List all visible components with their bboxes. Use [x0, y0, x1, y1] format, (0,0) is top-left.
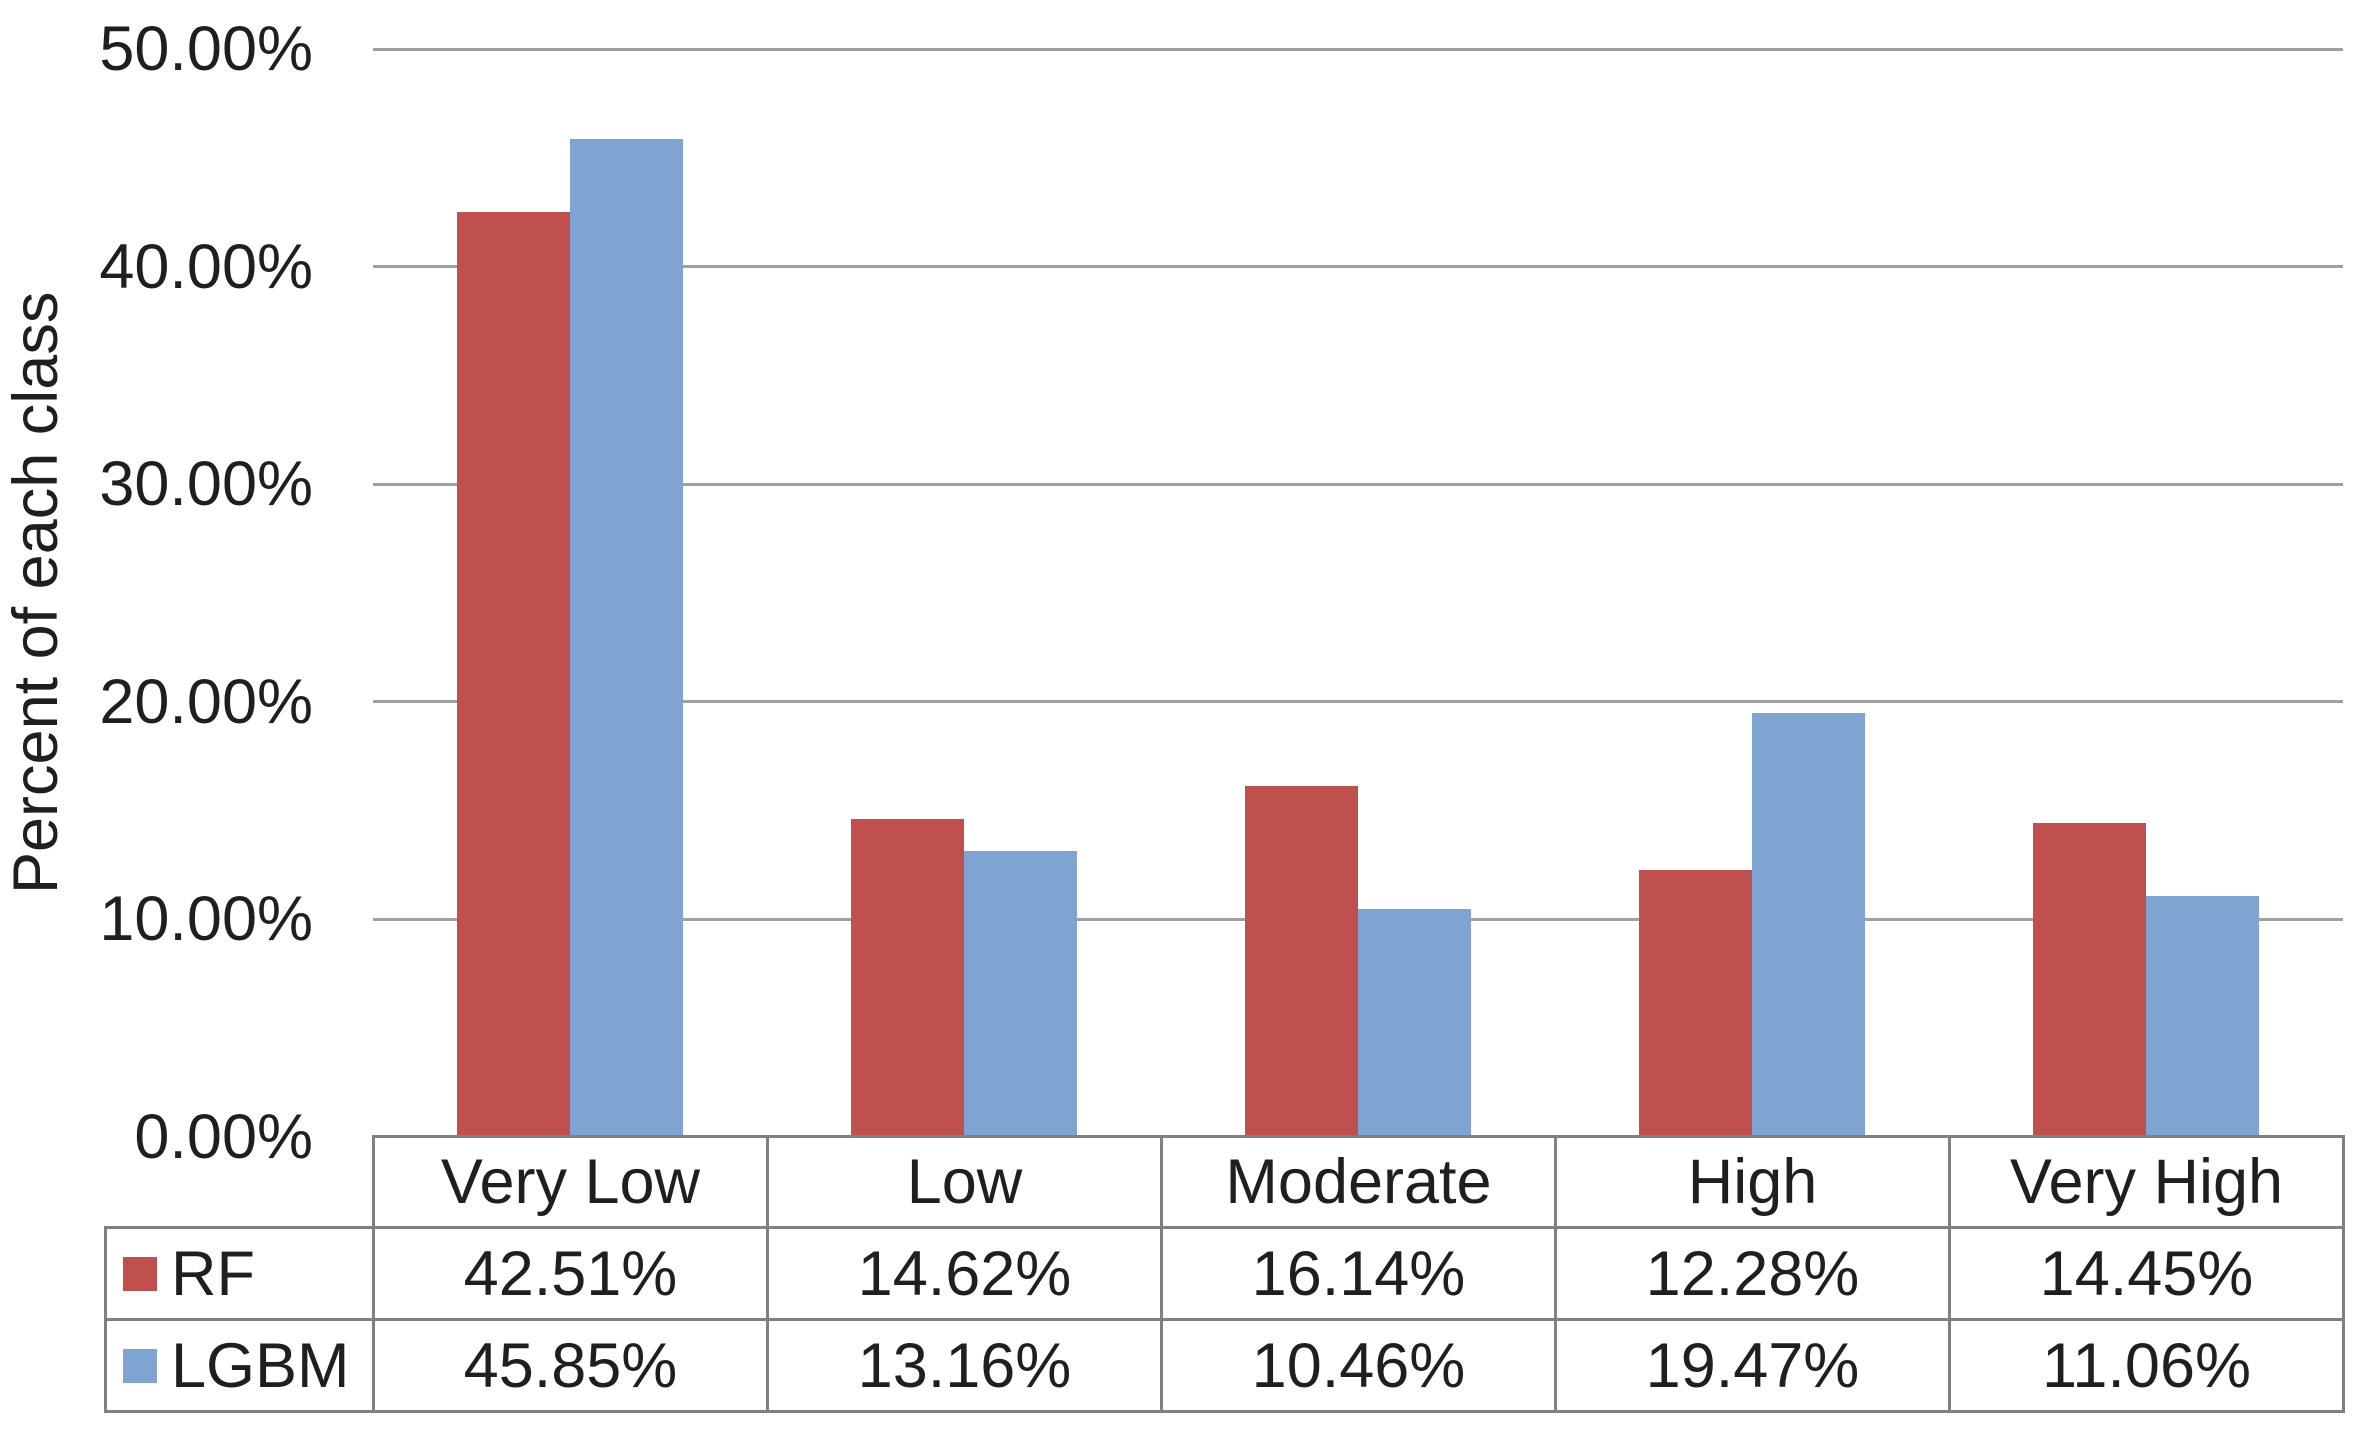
value-cell: 13.16%: [766, 1318, 1163, 1413]
table-row-rf: RF 42.51% 14.62% 16.14% 12.28% 14.45%: [104, 1226, 2345, 1321]
gridline: [373, 483, 2343, 486]
value-cell: 14.62%: [766, 1226, 1163, 1321]
category-header-low: Low: [766, 1135, 1163, 1229]
y-tick-label: 50.00%: [99, 14, 313, 84]
bar-rf-very-high: [2033, 822, 2146, 1137]
y-tick-label: 20.00%: [99, 666, 313, 737]
category-header-very-low: Very Low: [372, 1135, 769, 1229]
bar-rf-low: [851, 818, 964, 1137]
legend-cell-lgbm: LGBM: [104, 1318, 375, 1413]
table-row-lgbm: LGBM 45.85% 13.16% 10.46% 19.47% 11.06%: [104, 1318, 2345, 1413]
value-cell: 12.28%: [1554, 1226, 1951, 1321]
value-cell: 10.46%: [1160, 1318, 1557, 1413]
bar-lgbm-very-high: [2146, 896, 2259, 1137]
legend-label-rf: RF: [171, 1238, 255, 1309]
gridline: [373, 48, 2343, 51]
legend-cell-rf: RF: [104, 1226, 375, 1321]
bar-rf-very-low: [457, 211, 570, 1137]
gridline: [373, 700, 2343, 703]
bar-lgbm-very-low: [570, 139, 683, 1137]
value-cell: 45.85%: [372, 1318, 769, 1413]
legend-swatch-lgbm: [123, 1348, 157, 1383]
y-tick-label: 0.00%: [134, 1102, 313, 1172]
value-cell: 42.51%: [372, 1226, 769, 1321]
category-header-very-high: Very High: [1948, 1135, 2345, 1229]
bar-lgbm-high: [1752, 713, 1865, 1137]
value-cell: 11.06%: [1948, 1318, 2345, 1413]
bar-lgbm-moderate: [1358, 909, 1471, 1137]
y-tick-label: 30.00%: [99, 449, 313, 520]
legend-label-lgbm: LGBM: [171, 1330, 350, 1401]
y-tick-label: 10.00%: [99, 884, 313, 955]
bar-rf-high: [1639, 869, 1752, 1137]
value-cell: 16.14%: [1160, 1226, 1557, 1321]
y-tick-label: 40.00%: [99, 231, 313, 302]
bar-lgbm-low: [964, 850, 1077, 1137]
value-cell: 14.45%: [1948, 1226, 2345, 1321]
legend-swatch-rf: [123, 1256, 157, 1291]
data-table: Very Low Low Moderate High Very High RF 42.51%…: [104, 1135, 2345, 1413]
bar-rf-moderate: [1245, 785, 1358, 1137]
value-cell: 19.47%: [1554, 1318, 1951, 1413]
category-header-moderate: Moderate: [1160, 1135, 1557, 1229]
table-corner-cell: [106, 1137, 374, 1228]
y-axis-title: Percent of each class: [1, 291, 71, 895]
category-header-high: High: [1554, 1135, 1951, 1229]
gridline: [373, 265, 2343, 268]
